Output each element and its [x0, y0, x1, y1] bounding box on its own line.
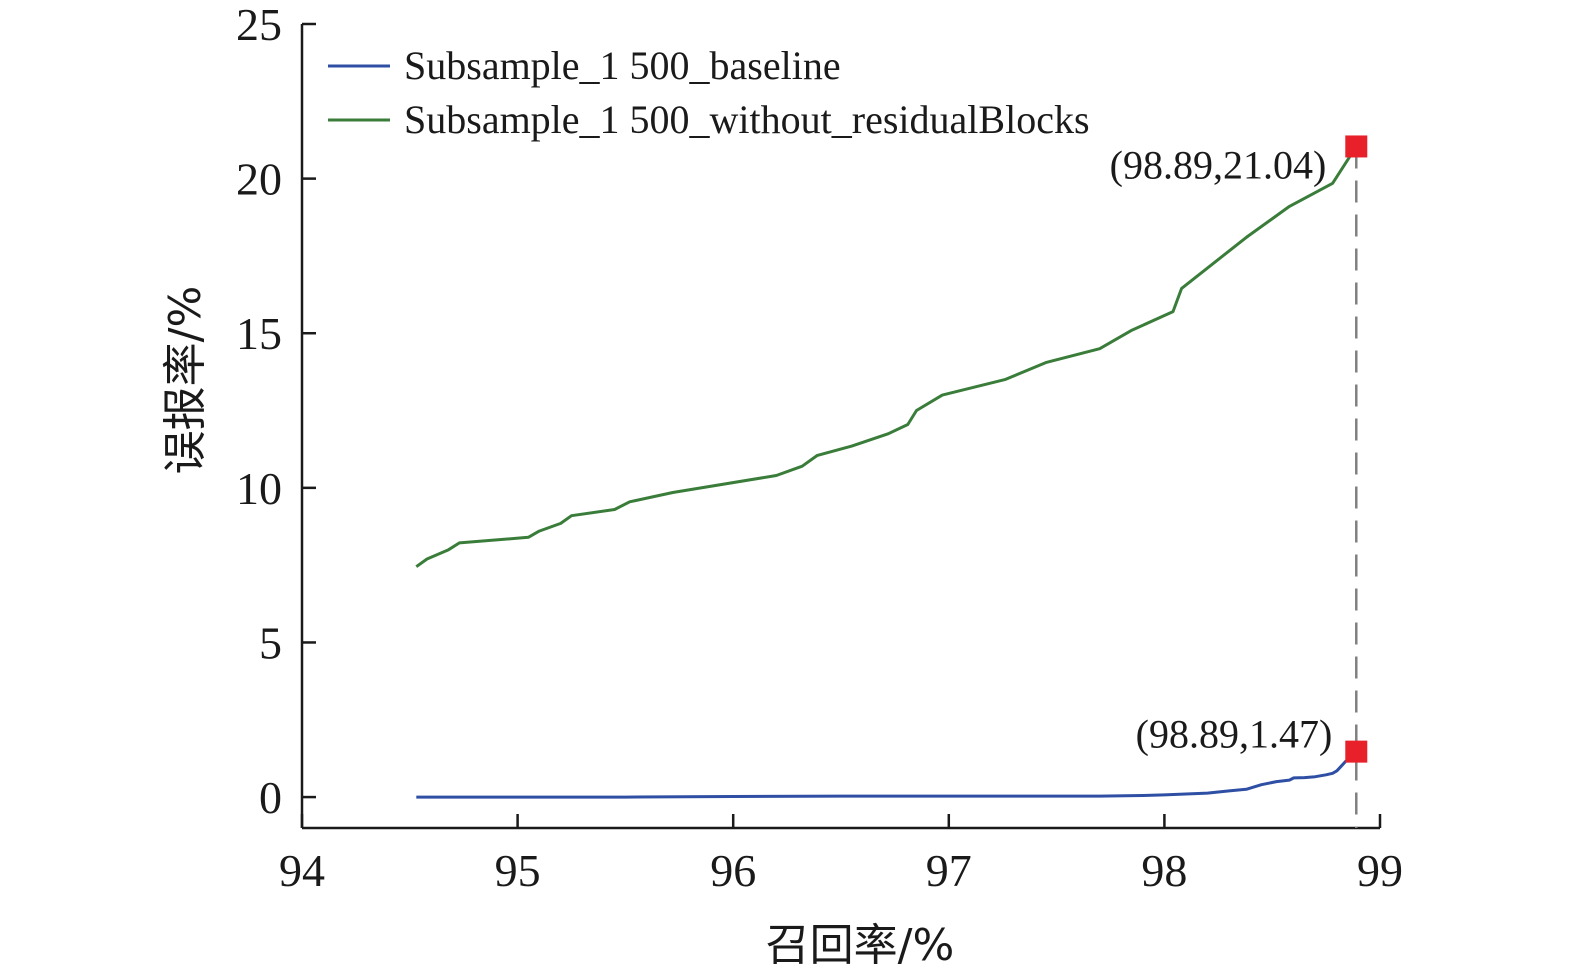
x-tick-label: 94 [279, 845, 325, 896]
annotation-marker [1345, 740, 1368, 763]
x-tick-label: 95 [495, 845, 541, 896]
annotation-layer: (98.89,21.04) (98.89,1.47) [1110, 135, 1368, 763]
series-line-1 [416, 750, 1358, 799]
y-tick-label: 10 [236, 463, 282, 514]
annotation-label: (98.89,1.47) [1136, 712, 1333, 757]
y-tick-label: 5 [259, 617, 282, 668]
series-line-2 [415, 145, 1358, 568]
y-tick-label: 25 [236, 0, 282, 50]
annotation-label: (98.89,21.04) [1110, 142, 1327, 187]
x-axis-title: 召回率/% [766, 920, 955, 971]
annotation-marker [1345, 135, 1368, 158]
legend: Subsample_1 500_baseline Subsample_1 500_… [328, 43, 1090, 142]
x-tick-label: 99 [1357, 845, 1403, 896]
legend-label-1: Subsample_1 500_baseline [404, 43, 841, 88]
legend-label-2: Subsample_1 500_without_residualBlocks [404, 97, 1090, 142]
x-tick-label: 97 [926, 845, 972, 896]
axes-layer: 0 5 10 15 20 25 94 95 96 97 98 99 [236, 0, 1403, 896]
x-tick-label: 96 [710, 845, 756, 896]
y-axis-title: 误报率/% [160, 286, 211, 475]
x-tick-label: 98 [1141, 845, 1187, 896]
y-tick-label: 0 [259, 772, 282, 823]
data-layer [415, 145, 1358, 828]
y-tick-label: 15 [236, 308, 282, 359]
y-tick-label: 20 [236, 154, 282, 205]
